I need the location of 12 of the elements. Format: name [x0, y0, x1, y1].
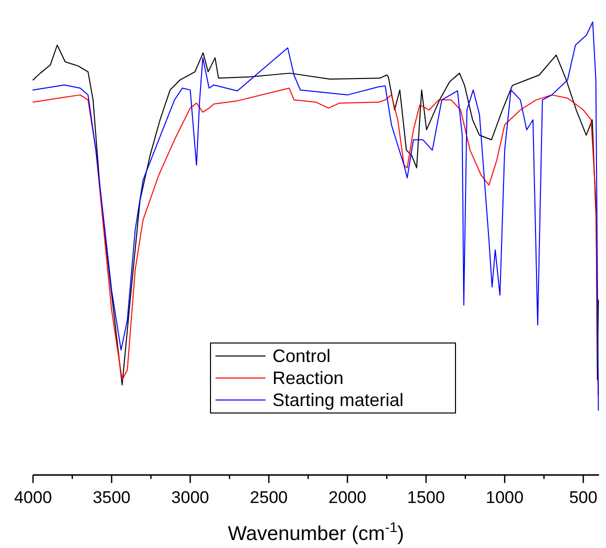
legend-label: Reaction: [272, 368, 344, 388]
x-axis-title: Wavenumber (cm$^{-1}$): [228, 519, 404, 545]
x-tick-label: 1500: [407, 488, 445, 507]
x-tick-label: 500: [569, 488, 598, 507]
legend-label: Control: [272, 346, 331, 366]
x-tick-label: 4000: [14, 488, 52, 507]
x-tick-label: 2000: [328, 488, 366, 507]
legend-label: Starting material: [272, 390, 404, 410]
x-tick-label: 1000: [486, 488, 524, 507]
x-tick-label: 3500: [92, 488, 131, 507]
x-tick-label: 3000: [171, 488, 210, 507]
x-tick-label: 2500: [250, 488, 288, 507]
